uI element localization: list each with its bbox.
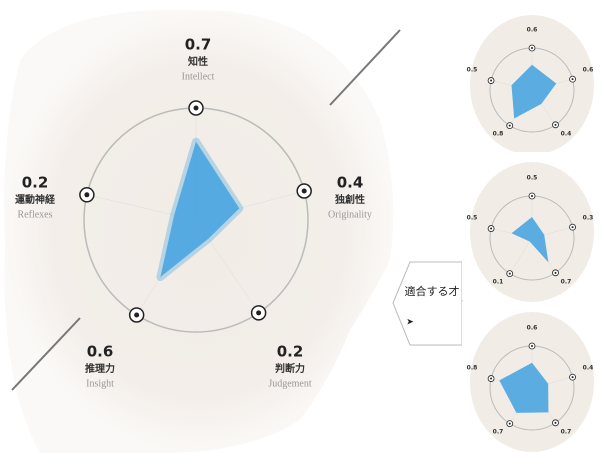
radar-area bbox=[499, 362, 549, 413]
axis-marker-dot bbox=[193, 105, 199, 111]
axis-marker-dot bbox=[531, 47, 533, 49]
button-arrow[interactable]: ➤ bbox=[406, 318, 414, 328]
axis-marker-dot bbox=[508, 272, 511, 275]
value-label: 0.5 bbox=[467, 215, 478, 222]
match-button[interactable]: 適合する才 ➤ bbox=[392, 261, 463, 346]
axis-label: 独創性 bbox=[335, 193, 365, 206]
value-label: 0.4 bbox=[561, 131, 572, 138]
axis-marker-dot bbox=[490, 79, 493, 82]
button-shape[interactable] bbox=[392, 261, 463, 346]
axis-label-en: Reflexes bbox=[18, 209, 53, 220]
value-label: 0.5 bbox=[467, 67, 478, 74]
value-label: 0.8 bbox=[493, 131, 504, 138]
value-label: 0.6 bbox=[527, 325, 538, 332]
value-label: 0.7 bbox=[561, 429, 572, 436]
axis-marker-dot bbox=[508, 422, 511, 425]
axis-marker-dot bbox=[490, 377, 493, 380]
radar-area bbox=[160, 141, 240, 277]
value-label: 0.2 bbox=[277, 343, 304, 361]
value-label: 0.5 bbox=[527, 175, 538, 182]
axis-label-en: Insight bbox=[86, 378, 114, 389]
value-label: 0.6 bbox=[583, 67, 594, 74]
axis-label: 運動神経 bbox=[15, 193, 56, 206]
axis-label: 推理力 bbox=[85, 362, 115, 375]
axis-marker-dot bbox=[490, 227, 493, 230]
value-label: 0.3 bbox=[583, 215, 594, 222]
axis-marker-dot bbox=[508, 124, 511, 127]
value-label: 0.1 bbox=[493, 279, 504, 286]
axis-marker-dot bbox=[571, 376, 574, 379]
axis-marker-dot bbox=[134, 312, 140, 318]
decor-line bbox=[11, 317, 81, 391]
value-label: 0.4 bbox=[337, 174, 364, 192]
value-label: 0.6 bbox=[527, 27, 538, 34]
axis-label: 知性 bbox=[187, 55, 208, 68]
value-label: 0.8 bbox=[467, 365, 478, 372]
axis-marker-dot bbox=[84, 192, 90, 198]
axis-marker-dot bbox=[554, 123, 557, 126]
axis-label-en: Originality bbox=[328, 209, 372, 220]
axis-marker-dot bbox=[301, 188, 307, 194]
axis-label: 判断力 bbox=[275, 362, 305, 375]
button-label[interactable]: 適合する才 bbox=[405, 284, 460, 298]
axis-marker-dot bbox=[554, 271, 557, 274]
value-label: 0.7 bbox=[561, 279, 572, 286]
decor-line bbox=[329, 29, 401, 106]
axis-label-en: Intellect bbox=[182, 71, 215, 82]
value-label: 0.2 bbox=[22, 174, 49, 192]
value-label: 0.6 bbox=[87, 343, 114, 361]
axis-label-en: Judgement bbox=[268, 378, 312, 389]
value-label: 0.4 bbox=[583, 365, 594, 372]
axis-marker-dot bbox=[531, 345, 533, 347]
axis-marker-dot bbox=[571, 78, 574, 81]
axis-marker-dot bbox=[571, 226, 574, 229]
axis-marker-dot bbox=[554, 421, 557, 424]
value-label: 0.7 bbox=[493, 429, 504, 436]
value-label: 0.7 bbox=[185, 36, 212, 54]
axis-marker-dot bbox=[531, 195, 533, 197]
axis-marker-dot bbox=[256, 310, 262, 316]
radar-area bbox=[511, 217, 549, 263]
radar-area bbox=[511, 64, 557, 119]
radar-spoke bbox=[509, 237, 533, 274]
